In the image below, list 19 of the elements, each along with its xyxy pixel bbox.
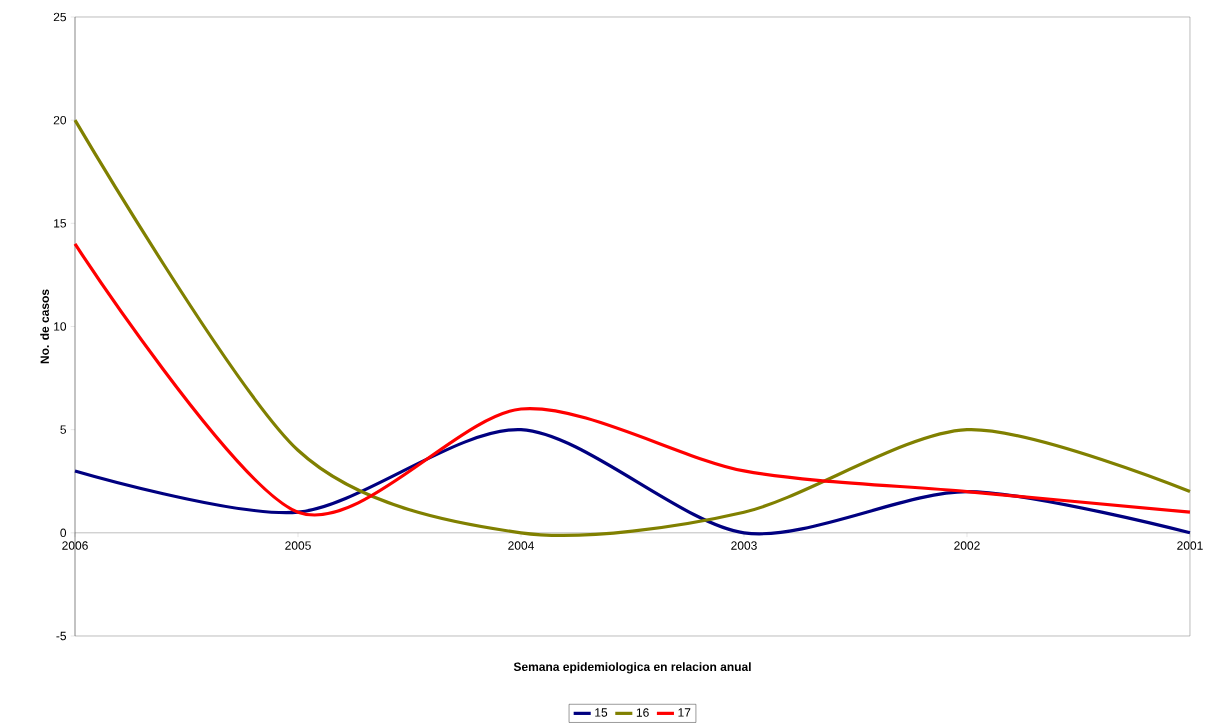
y-tick-label: 0 [60,528,67,538]
x-tick-label: 2002 [954,541,980,550]
y-tick-label: 5 [60,425,67,434]
legend-label: 17 [678,708,691,717]
x-tick-label: 2001 [1177,541,1203,550]
y-tick-label: 15 [54,219,67,228]
y-tick-label: 20 [53,115,67,125]
y-tick-label: -5 [56,631,67,641]
legend-label: 15 [595,708,608,717]
x-tick-label: 2003 [731,541,757,550]
x-tick-label: 2006 [62,541,88,550]
y-tick-label: 10 [54,322,67,331]
legend-label: 16 [636,708,649,717]
y-tick-label: 25 [53,12,67,22]
x-tick-label: 2005 [285,541,311,550]
y-axis-title: No. de casos [40,289,49,364]
x-axis-title: Semana epidemiologica en relacion anual [513,662,751,674]
x-tick-label: 2004 [508,541,534,550]
line-series [73,428,1192,536]
